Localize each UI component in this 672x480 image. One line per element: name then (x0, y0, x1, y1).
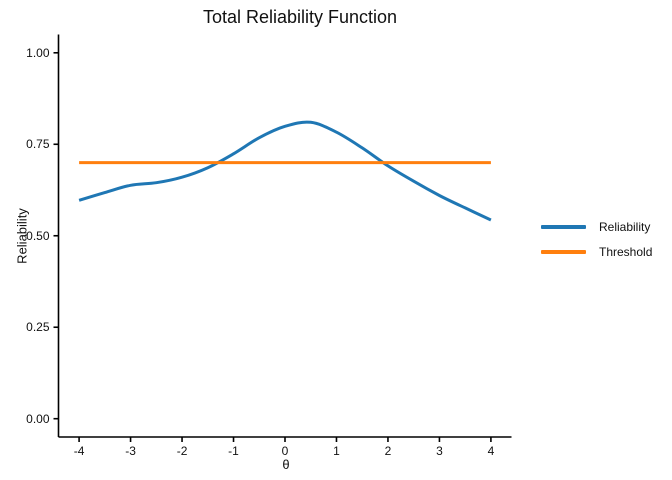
threshold-line-swatch (541, 249, 586, 254)
y-tick-label: 0.00 (26, 411, 50, 426)
x-tick-label: 4 (487, 444, 495, 458)
x-axis-ticks (78, 437, 492, 442)
y-axis-label: Reliability (14, 208, 30, 264)
y-tick-label: 0.75 (26, 137, 50, 152)
legend: Reliability Threshold (541, 214, 652, 264)
x-tick-label: -1 (228, 444, 239, 458)
y-tick-label: 1.00 (26, 45, 50, 60)
chart-title: Total Reliability Function (202, 7, 398, 27)
axes (53, 34, 512, 442)
x-tick-label: -2 (176, 444, 188, 458)
x-tick-label: 3 (436, 444, 443, 458)
x-tick-label: 0 (281, 444, 289, 458)
y-tick-label: 0.50 (26, 228, 50, 243)
series-lines (78, 120, 492, 222)
legend-item-threshold: Threshold (541, 239, 652, 264)
legend-label-threshold: Threshold (599, 244, 653, 259)
x-tick-label: -4 (73, 444, 85, 458)
legend-item-reliability: Reliability (541, 214, 652, 239)
x-axis-label: θ (282, 457, 290, 472)
y-tick-label: 0.25 (26, 320, 50, 335)
x-tick-label: 1 (333, 444, 340, 458)
legend-label-reliability: Reliability (599, 219, 651, 234)
y-axis-ticks (53, 51, 59, 420)
reliability-line-swatch (541, 224, 586, 229)
x-tick-label: -3 (125, 444, 136, 458)
reliability-line (78, 120, 492, 222)
x-tick-label: 2 (384, 444, 392, 458)
